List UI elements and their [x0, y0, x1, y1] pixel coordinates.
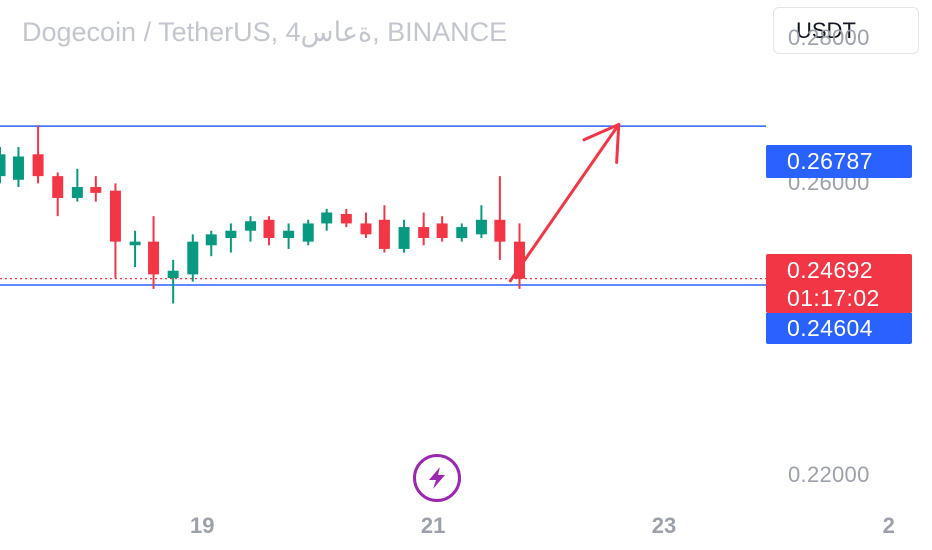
candle-body: [109, 190, 121, 242]
candle: [263, 216, 275, 246]
candle: [302, 219, 314, 246]
arrow-head: [582, 122, 621, 164]
candle: [245, 216, 257, 242]
candle-body: [245, 221, 257, 231]
candle-body: [205, 234, 217, 246]
currency-button-label: USDT: [796, 17, 856, 43]
bar-countdown-label: 01:17:02: [787, 285, 880, 311]
candle-body: [90, 187, 102, 193]
candle-body: [321, 212, 333, 224]
candle: [475, 205, 487, 238]
candle: [283, 223, 295, 249]
candle: [340, 208, 352, 228]
candle-body: [302, 223, 314, 242]
candle: [0, 147, 6, 184]
candle: [129, 230, 141, 268]
candle-body: [340, 213, 352, 224]
candle: [187, 234, 199, 282]
candle-body: [71, 187, 83, 198]
arrow-annotation: [508, 122, 621, 283]
chart-title: Dogecoin / TetherUS, 4ةعاس, BINANCE: [22, 17, 508, 47]
candle-body: [398, 227, 410, 249]
candle: [52, 172, 64, 217]
candle-body: [456, 227, 468, 238]
candle: [456, 223, 468, 242]
candle-body: [494, 219, 506, 242]
last-price-label: 0.24692: [787, 257, 873, 283]
candle-body: [148, 241, 160, 275]
candle-body: [187, 241, 199, 275]
candle: [109, 183, 121, 279]
y-tick-label: 0.22000: [788, 461, 870, 487]
candle: [90, 176, 102, 202]
lightning-bolt-icon: [429, 467, 445, 489]
last-price-badge: 0.24692 01:17:02: [766, 254, 912, 313]
level-price-badge-bottom: 0.24604: [766, 313, 912, 344]
candle: [418, 212, 430, 246]
arrow-shaft: [508, 122, 621, 283]
candle: [321, 208, 333, 231]
level-price-badge-top: 0.26787: [766, 145, 912, 178]
candle: [436, 216, 448, 242]
candle-body: [129, 241, 141, 246]
candle-body: [378, 219, 390, 249]
level-lines: [0, 125, 766, 286]
x-tick-label: 23: [651, 513, 677, 538]
x-tick-label: 2: [882, 513, 895, 538]
candle-body: [52, 176, 64, 198]
candle-body: [475, 219, 487, 235]
candle: [378, 205, 390, 253]
candles: [0, 125, 525, 304]
candle-body: [167, 270, 179, 279]
candle-body: [436, 223, 448, 238]
candle: [148, 216, 160, 289]
y-tick-label: 0.28000: [788, 24, 870, 50]
candle: [205, 230, 217, 257]
candle-body: [32, 154, 44, 177]
level-price-label: 0.26787: [787, 148, 873, 174]
candle: [513, 223, 525, 289]
candle: [494, 176, 506, 260]
candle: [398, 219, 410, 253]
candle: [225, 223, 237, 253]
candle-body: [360, 223, 372, 235]
candle: [167, 259, 179, 304]
candle-body: [0, 154, 6, 177]
candle-body: [513, 241, 525, 279]
candle-body: [12, 156, 24, 180]
candle-body: [283, 230, 295, 238]
candle: [360, 212, 372, 238]
candle: [12, 147, 24, 188]
candle: [71, 168, 83, 202]
currency-button[interactable]: USDT: [773, 7, 919, 54]
x-tick-label: 21: [420, 513, 446, 538]
candle-body: [225, 230, 237, 238]
level-price-label: 0.24604: [787, 315, 873, 341]
x-tick-label: 19: [190, 513, 215, 538]
candle-body: [418, 227, 430, 238]
candle-body: [263, 219, 275, 238]
flash-button[interactable]: [413, 454, 461, 502]
candle: [32, 125, 44, 184]
